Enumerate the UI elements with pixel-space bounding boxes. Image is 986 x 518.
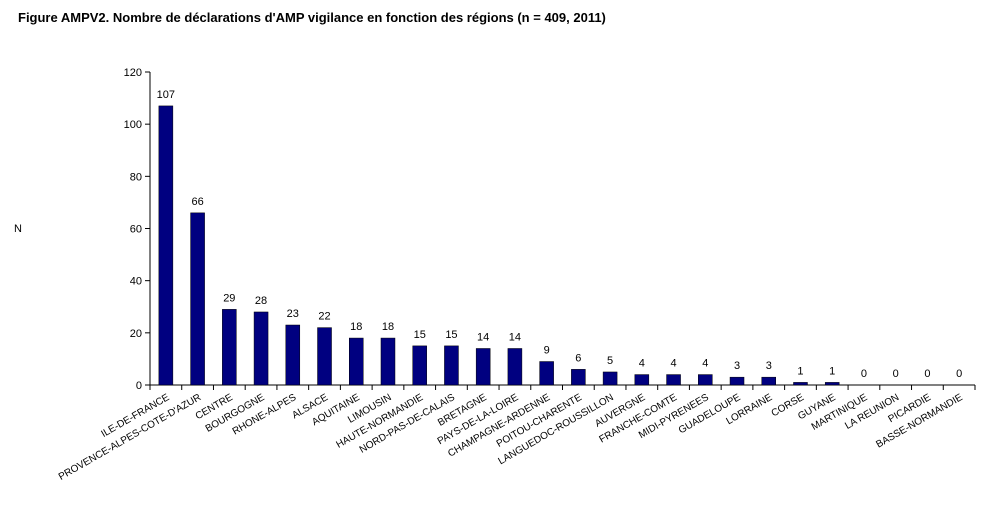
y-tick-label: 80 [130,171,142,183]
chart-title: Figure AMPV2. Nombre de déclarations d'A… [18,10,606,25]
data-label: 0 [956,368,962,380]
y-tick-label: 120 [124,67,142,79]
data-label: 1 [797,365,803,377]
data-label: 15 [414,329,426,341]
bar [412,345,427,386]
y-axis-label: N [14,223,22,235]
data-label: 3 [766,360,772,372]
data-label: 18 [350,321,362,333]
data-label: 18 [382,321,394,333]
data-label: 5 [607,355,613,367]
bar [571,369,586,386]
data-label: 3 [734,360,740,372]
y-tick-label: 20 [130,328,142,340]
bar [444,345,459,386]
category-label: PROVENCE-ALPES-COTE-D'AZUR [57,392,203,483]
y-tick-label: 40 [130,276,142,288]
data-label: 0 [893,368,899,380]
bar [698,374,713,386]
bar [793,382,808,386]
data-label: 14 [477,331,489,343]
data-label: 4 [639,358,645,370]
bar [634,374,650,386]
bar [539,361,554,386]
data-labels: 107 66 29 28 23 22 18 18 15 15 14 14 9 6 5 4 4 4 3 3 1 1 0 0 0 0 [157,89,963,380]
bar [285,324,301,386]
data-label: 1 [829,365,835,377]
bar [761,376,776,386]
bar [507,348,523,386]
data-label: 23 [287,308,299,320]
y-tick-label: 60 [130,224,142,236]
bar [475,348,491,386]
bar [349,337,364,386]
bar [380,337,396,386]
bar [317,327,332,386]
data-label: 9 [544,345,550,357]
data-label: 4 [670,358,676,370]
bar [253,311,269,386]
bar [158,105,174,386]
data-label: 66 [191,196,203,208]
data-label: 6 [575,352,581,364]
data-label: 22 [318,311,330,323]
bar [666,374,681,386]
bar [190,212,205,386]
bar [602,371,618,386]
data-label: 14 [509,331,521,343]
category-labels: ILE-DE-FRANCEPROVENCE-ALPES-COTE-D'AZURC… [57,392,965,483]
bars [158,105,840,386]
data-label: 0 [861,368,867,380]
y-tick-label: 100 [124,119,142,131]
data-label: 0 [924,368,930,380]
bar [729,376,745,386]
data-label: 28 [255,295,267,307]
data-label: 15 [445,329,457,341]
y-tick-label: 0 [136,380,142,392]
bar [222,309,237,386]
bar [824,382,840,386]
data-label: 4 [702,358,708,370]
data-label: 29 [223,292,235,304]
data-label: 107 [157,89,175,101]
